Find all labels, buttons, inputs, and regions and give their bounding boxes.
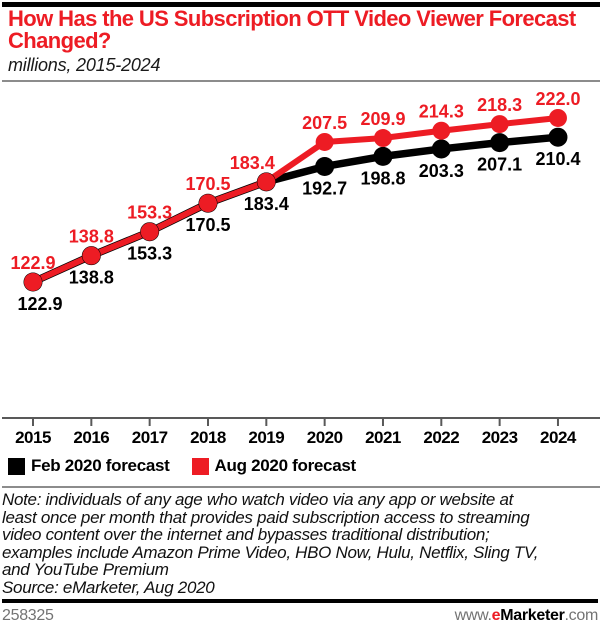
feb-forecast-data-label: 210.4: [535, 149, 580, 169]
feb-forecast-data-label: 203.3: [419, 161, 464, 181]
feb-forecast-point: [490, 133, 510, 153]
x-axis-year-label: 2022: [423, 428, 459, 447]
header-divider: [2, 80, 600, 82]
feb-forecast-point: [431, 139, 451, 159]
x-axis-year-label: 2018: [190, 428, 226, 447]
note-divider: [2, 486, 600, 488]
note-line: least once per month that provides paid …: [2, 507, 530, 527]
legend-item-feb-forecast: Feb 2020 forecast: [8, 456, 170, 476]
aug-forecast-data-label: 218.3: [477, 95, 522, 115]
note-line: examples include Amazon Prime Video, HBO…: [2, 542, 539, 562]
aug-forecast-point: [490, 115, 509, 134]
aug-forecast-data-label: 138.8: [69, 227, 114, 247]
forecast-line-chart: 2015 2016 2017 2018 2019 2020 2021 2022 2023 2024…: [2, 89, 600, 447]
x-axis-year-label: 2016: [73, 428, 109, 447]
feb-forecast-data-label: 138.8: [69, 268, 114, 288]
x-axis-year-label: 2019: [248, 428, 284, 447]
aug-forecast-point: [82, 246, 101, 265]
x-axis-year-label: 2015: [15, 428, 51, 447]
feb-forecast-data-label: 198.8: [360, 168, 405, 188]
aug-forecast-point: [315, 132, 334, 151]
aug-forecast-point: [198, 194, 217, 213]
feb-forecast-point: [373, 146, 393, 166]
chart-area: 2015 2016 2017 2018 2019 2020 2021 2022 2023 2024…: [0, 85, 602, 455]
note-line: video content over the internet and bypa…: [2, 525, 490, 545]
feb-forecast-data-label: 170.5: [185, 215, 230, 235]
aug-forecast-point: [548, 108, 567, 127]
feb-forecast-swatch-icon: [8, 457, 25, 475]
url-prefix: www.: [454, 607, 492, 624]
feb-forecast-point: [315, 156, 335, 176]
source-line: Source: eMarketer, Aug 2020: [2, 577, 215, 597]
aug-forecast-point: [373, 129, 392, 148]
feb-forecast-data-label: 207.1: [477, 155, 522, 175]
aug-forecast-data-label: 222.0: [535, 89, 580, 109]
chart-title: How Has the US Subscription OTT Video Vi…: [8, 6, 576, 53]
chart-id: 258325: [2, 607, 54, 624]
footer: 258325 www.eMarketer.com: [2, 607, 598, 625]
feb-forecast-label: Feb 2020 forecast: [31, 456, 170, 475]
note-line: and YouTube Premium: [2, 560, 169, 580]
aug-forecast-data-label: 207.5: [302, 113, 347, 133]
legend: Feb 2020 forecast Aug 2020 forecast: [8, 456, 356, 476]
note-line: Note: individuals of any age who watch v…: [2, 490, 514, 509]
aug-forecast-swatch-icon: [191, 457, 209, 475]
x-axis-year-label: 2017: [132, 428, 168, 447]
aug-forecast-data-label: 170.5: [185, 174, 230, 194]
x-axis-year-label: 2021: [365, 428, 401, 447]
aug-forecast-line: [30, 114, 561, 285]
aug-forecast-point: [257, 172, 276, 191]
aug-forecast-data-label: 209.9: [360, 109, 405, 129]
feb-forecast-data-label: 122.9: [17, 294, 62, 314]
emarketer-url[interactable]: www.eMarketer.com: [454, 607, 599, 625]
feb-forecast-data-label: 183.4: [244, 194, 289, 214]
aug-forecast-data-label: 214.3: [419, 102, 464, 122]
feb-forecast-point: [548, 127, 568, 147]
feb-forecast-data-label: 153.3: [127, 244, 172, 264]
brand-rest: Marketer: [500, 607, 565, 624]
aug-forecast-label: Aug 2020 forecast: [214, 456, 357, 475]
aug-forecast-data-label: 153.3: [127, 203, 172, 223]
feb-forecast-data-label: 192.7: [302, 178, 347, 198]
aug-forecast-point: [140, 222, 159, 241]
note-block: Note: individuals of any age who watch v…: [2, 491, 600, 597]
x-axis-year-label: 2020: [307, 428, 343, 447]
top-rule: [2, 2, 600, 7]
chart-subtitle: millions, 2015-2024: [8, 55, 161, 75]
aug-forecast-point: [432, 121, 451, 140]
brand-e: e: [491, 607, 501, 624]
x-axis-year-label: 2024: [540, 428, 577, 447]
bottom-rule: [2, 599, 598, 603]
aug-forecast-data-label: 122.9: [10, 253, 55, 273]
aug-forecast-point: [24, 273, 42, 291]
x-axis-year-label: 2023: [482, 428, 518, 447]
url-suffix: .com: [564, 607, 599, 624]
legend-item-aug-forecast: Aug 2020 forecast: [191, 456, 357, 476]
aug-forecast-data-label: 183.4: [230, 153, 275, 173]
